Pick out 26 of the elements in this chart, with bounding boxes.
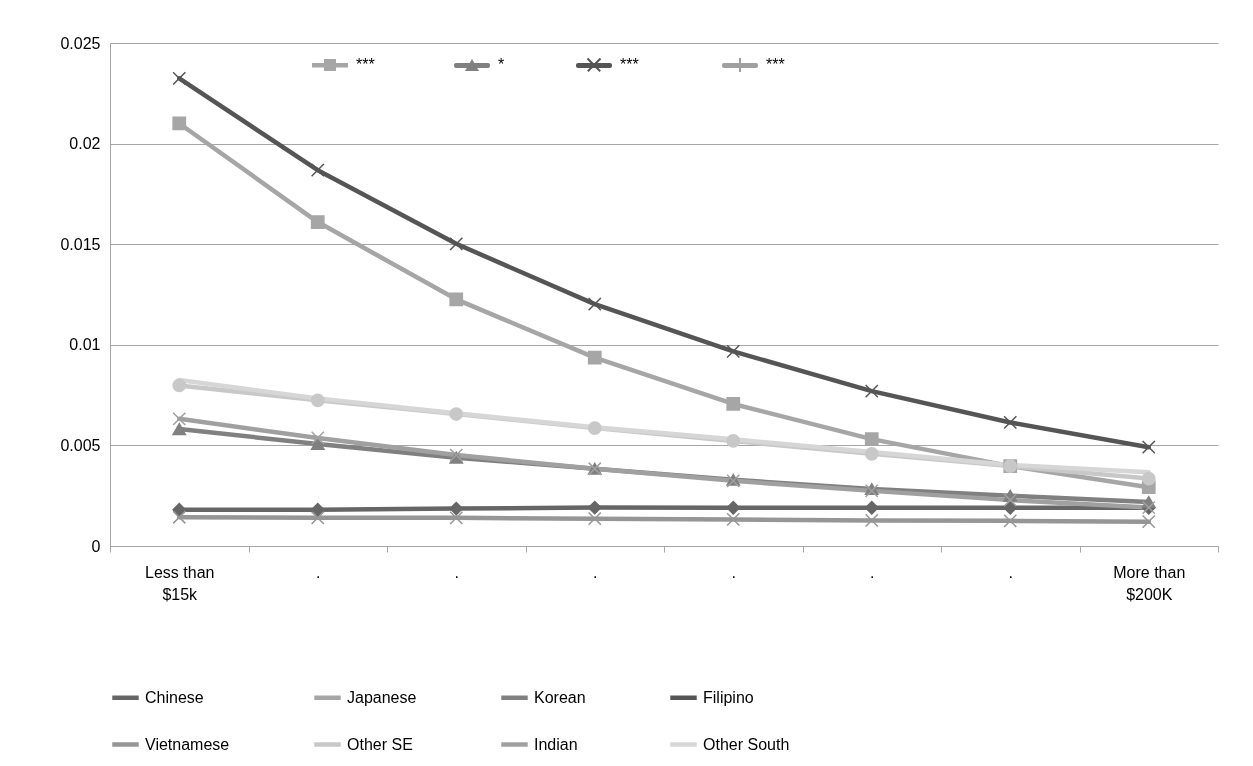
legend-label: Other South <box>703 735 790 753</box>
y-tick-label: 0.005 <box>60 436 101 454</box>
legend-label: Indian <box>534 735 578 753</box>
x-tick-label: . <box>593 563 598 581</box>
annotation: *** <box>620 56 639 74</box>
legend-label: Vietnamese <box>145 735 230 753</box>
y-tick-label: 0.02 <box>69 135 101 153</box>
x-tick-label: . <box>731 563 736 581</box>
x-tick-label: . <box>316 563 321 581</box>
x-tick-label: . <box>454 563 459 581</box>
x-tick-label: Less than $15k <box>145 563 215 603</box>
annotation: *** <box>766 56 785 74</box>
legend-label: Filipino <box>703 688 754 706</box>
annotation: *** <box>356 56 375 74</box>
annotation: * <box>498 56 505 74</box>
legend-label: Chinese <box>145 688 204 706</box>
x-tick-label: . <box>1008 563 1013 581</box>
y-tick-label: 0 <box>91 537 101 555</box>
legend-label: Other SE <box>347 735 413 753</box>
legend-label: Japanese <box>347 688 417 706</box>
y-tick-label: 0.025 <box>60 34 101 52</box>
x-tick-label: . <box>870 563 875 581</box>
x-tick-label: More than $200K <box>1113 563 1186 603</box>
legend-label: Korean <box>534 688 586 706</box>
y-tick-label: 0.01 <box>69 336 101 354</box>
y-tick-label: 0.015 <box>60 235 101 253</box>
